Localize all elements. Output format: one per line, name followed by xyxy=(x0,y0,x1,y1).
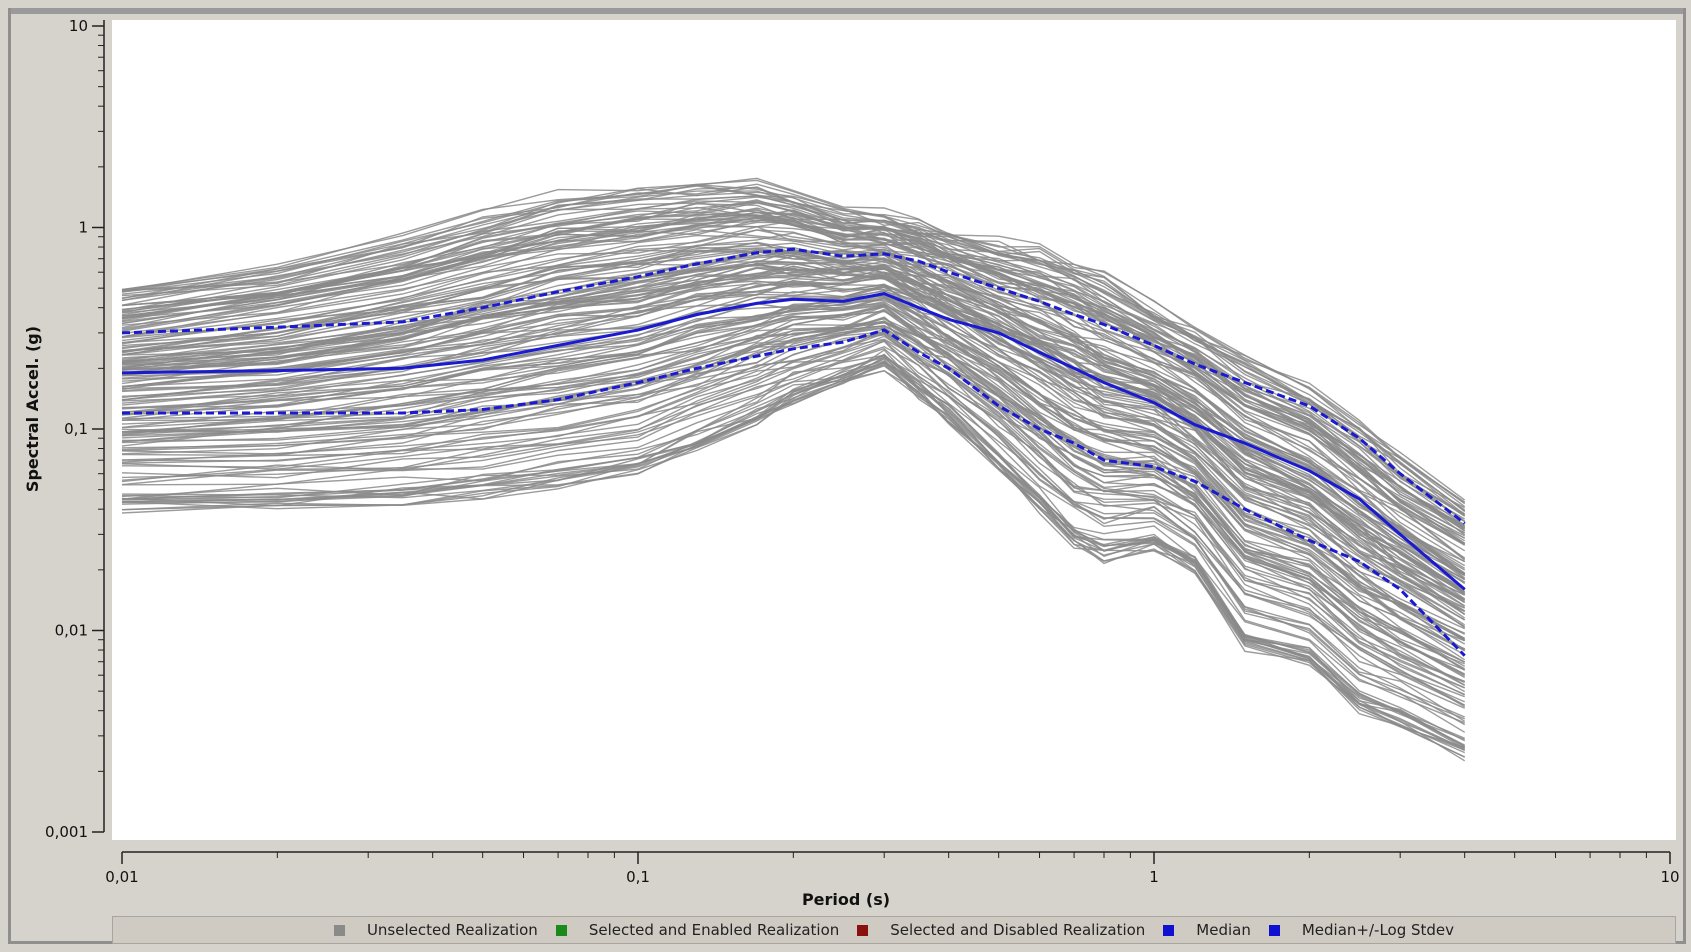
legend-label: Selected and Disabled Realization xyxy=(890,921,1146,939)
legend-swatch xyxy=(1163,924,1175,936)
median-line xyxy=(121,292,1466,591)
realization-line xyxy=(121,347,1465,724)
realization-line xyxy=(121,354,1465,720)
y-tick-label: 1 xyxy=(78,219,88,237)
realization-line xyxy=(121,263,1466,590)
legend-swatch xyxy=(857,924,869,936)
realization-line xyxy=(121,201,1466,528)
median-log-stdev-line xyxy=(121,247,1466,525)
realization-line xyxy=(121,246,1466,567)
legend-item: Median+/-Log Stdev xyxy=(1268,921,1455,939)
x-axis-title: Period (s) xyxy=(802,890,890,909)
realization-line xyxy=(121,306,1466,661)
y-tick-label: 0,01 xyxy=(55,622,88,640)
realization-line xyxy=(121,284,1465,609)
realization-line xyxy=(121,195,1466,516)
x-tick-label: 10 xyxy=(1660,868,1679,886)
realization-line xyxy=(121,276,1466,615)
realization-line xyxy=(121,183,1466,504)
chart-legend: Unselected Realization Selected and Enabl… xyxy=(112,916,1676,944)
legend-swatch xyxy=(333,924,345,936)
window-frame-top xyxy=(8,8,1684,14)
median-log-stdev-line xyxy=(122,328,1466,657)
legend-label: Median+/-Log Stdev xyxy=(1301,921,1455,939)
realization-line xyxy=(121,310,1466,663)
realization-line xyxy=(121,263,1466,595)
legend-label: Selected and Enabled Realization xyxy=(588,921,840,939)
axes-layer: 10 1 0,1 0,01 0,001 0,01 0,1 1 10 xyxy=(45,17,1680,886)
realization-line xyxy=(121,217,1466,545)
realization-line xyxy=(121,250,1466,581)
realization-line xyxy=(121,303,1466,642)
legend-item: Selected and Disabled Realization xyxy=(857,921,1145,939)
realization-line xyxy=(121,327,1465,703)
realization-line xyxy=(121,357,1466,748)
realization-line xyxy=(121,331,1465,696)
realization-line xyxy=(121,360,1466,749)
realization-line xyxy=(121,279,1466,619)
realization-line xyxy=(121,298,1466,640)
series-layer xyxy=(121,247,1466,657)
x-tick-label: 1 xyxy=(1149,868,1159,886)
realization-line xyxy=(121,320,1465,689)
realization-line xyxy=(121,356,1466,733)
x-tick-label: 0,1 xyxy=(626,868,650,886)
realization-line xyxy=(121,294,1466,641)
realization-line xyxy=(121,242,1466,569)
window-frame-right xyxy=(1683,8,1686,944)
realization-line xyxy=(121,304,1466,656)
plot-area xyxy=(112,20,1676,840)
realization-line xyxy=(121,322,1465,665)
realization-line xyxy=(121,232,1466,552)
legend-label: Unselected Realization xyxy=(366,921,538,939)
realization-line xyxy=(121,217,1466,545)
y-axis-title: Spectral Accel. (g) xyxy=(23,326,42,492)
realization-line xyxy=(121,302,1465,642)
y-tick-label: 10 xyxy=(69,17,88,35)
realization-line xyxy=(121,369,1466,758)
realization-line xyxy=(121,211,1466,534)
window-frame-left xyxy=(8,8,11,944)
legend-swatch xyxy=(1268,924,1280,936)
realization-line xyxy=(121,297,1466,652)
y-tick-label: 0,001 xyxy=(45,823,88,841)
realization-line xyxy=(121,324,1465,683)
realization-line xyxy=(121,364,1465,758)
realization-line xyxy=(121,354,1466,752)
legend-label: Median xyxy=(1196,921,1251,939)
realization-line xyxy=(121,338,1466,708)
legend-item: Selected and Enabled Realization xyxy=(555,921,840,939)
realization-line xyxy=(121,275,1466,616)
realization-line xyxy=(121,317,1466,686)
realization-line xyxy=(121,339,1466,722)
realization-line xyxy=(121,179,1466,505)
realization-line xyxy=(121,196,1466,517)
realization-line xyxy=(121,294,1466,635)
realization-line xyxy=(121,249,1465,563)
realization-line xyxy=(121,266,1466,602)
realization-line xyxy=(121,346,1465,709)
realization-line xyxy=(121,186,1466,512)
realization-line xyxy=(121,362,1465,754)
legend-item: Median xyxy=(1163,921,1251,939)
legend-item: Unselected Realization xyxy=(333,921,538,939)
x-tick-label: 0,01 xyxy=(105,868,138,886)
realization-line xyxy=(121,248,1466,580)
y-tick-label: 0,1 xyxy=(64,420,88,438)
realization-line xyxy=(121,265,1466,591)
legend-swatch xyxy=(555,924,567,936)
